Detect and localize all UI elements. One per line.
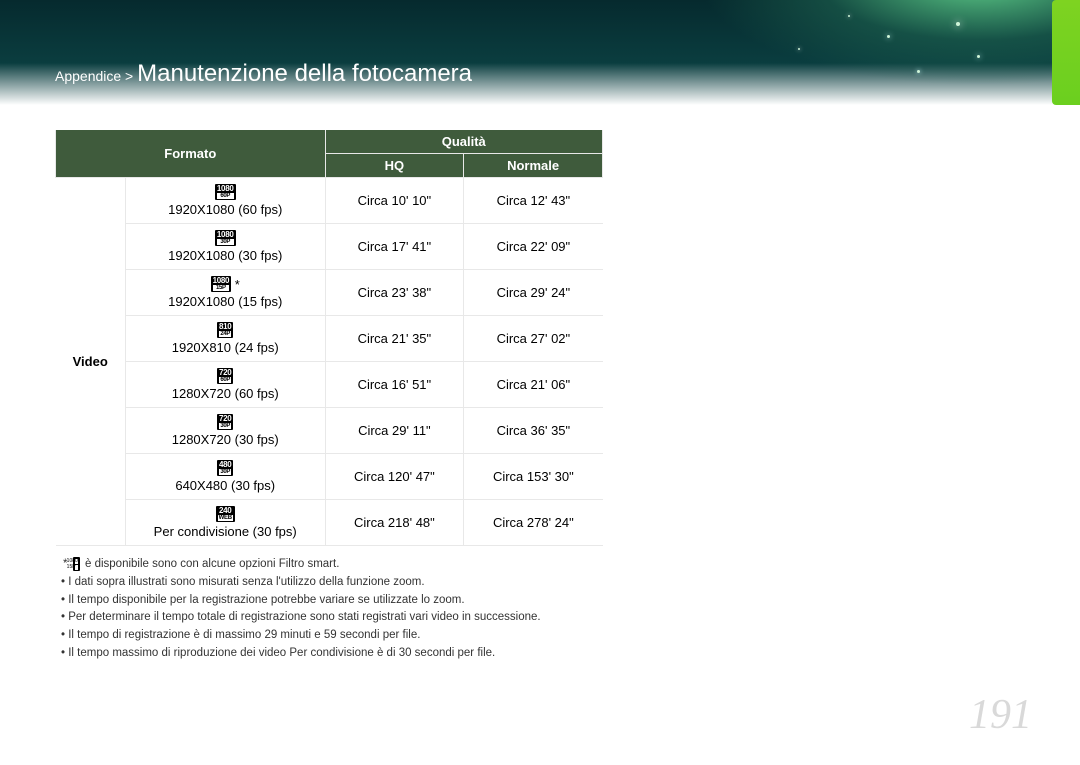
format-label: 640X480 (30 fps): [130, 478, 321, 493]
footnote-3: • Per determinare il tempo totale di reg…: [55, 609, 615, 627]
footnote-2: • Il tempo disponibile per la registrazi…: [55, 592, 615, 610]
hq-cell: Circa 10' 10": [325, 178, 464, 224]
col-hq: HQ: [325, 154, 464, 178]
normale-cell: Circa 29' 24": [464, 270, 603, 316]
col-formato: Formato: [56, 130, 326, 178]
hq-cell: Circa 29' 11": [325, 408, 464, 454]
page-number: 191: [969, 691, 1032, 739]
res-icon: 108030P: [215, 230, 236, 246]
normale-cell: Circa 22' 09": [464, 224, 603, 270]
format-cell: 81024P 1920X810 (24 fps): [125, 316, 325, 362]
format-cell: 108060P 1920X1080 (60 fps): [125, 178, 325, 224]
breadcrumb: Appendice > Manutenzione della fotocamer…: [55, 60, 472, 88]
res-icon: 108015P: [211, 276, 232, 292]
footnote-0: * 108015P è disponibile sono con alcune …: [55, 558, 339, 570]
format-label: 1920X1080 (30 fps): [130, 248, 321, 263]
header-banner: Appendice > Manutenzione della fotocamer…: [0, 0, 1080, 105]
format-label: Per condivisione (30 fps): [130, 524, 321, 539]
hq-cell: Circa 23' 38": [325, 270, 464, 316]
res-icon: 108015P: [73, 557, 80, 571]
category-cell: Video: [56, 178, 126, 546]
format-label: 1920X1080 (60 fps): [130, 202, 321, 217]
col-qualita: Qualità: [325, 130, 602, 154]
hq-cell: Circa 17' 41": [325, 224, 464, 270]
format-cell: 72030P 1280X720 (30 fps): [125, 408, 325, 454]
normale-cell: Circa 153' 30": [464, 454, 603, 500]
res-icon: 108060P: [215, 184, 236, 200]
normale-cell: Circa 27' 02": [464, 316, 603, 362]
footnote-0-post: è disponibile sono con alcune opzioni Fi…: [82, 558, 340, 570]
res-icon: 48030P: [217, 460, 233, 476]
spec-table: Formato Qualità HQ Normale Video108060P …: [55, 130, 603, 546]
format-cell: 108015P *1920X1080 (15 fps): [125, 270, 325, 316]
format-cell: 48030P 640X480 (30 fps): [125, 454, 325, 500]
hq-cell: Circa 218' 48": [325, 500, 464, 546]
res-icon: 72030P: [217, 414, 233, 430]
normale-cell: Circa 36' 35": [464, 408, 603, 454]
format-label: 1280X720 (60 fps): [130, 386, 321, 401]
normale-cell: Circa 278' 24": [464, 500, 603, 546]
col-normale: Normale: [464, 154, 603, 178]
hq-cell: Circa 120' 47": [325, 454, 464, 500]
footnotes: * 108015P è disponibile sono con alcune …: [55, 556, 615, 663]
res-icon: 72060P: [217, 368, 233, 384]
normale-cell: Circa 12' 43": [464, 178, 603, 224]
decorative-sparkles: [750, 0, 1050, 105]
format-cell: 72060P 1280X720 (60 fps): [125, 362, 325, 408]
format-label: 1920X810 (24 fps): [130, 340, 321, 355]
footnote-5: • Il tempo massimo di riproduzione dei v…: [55, 645, 615, 663]
res-icon: 81024P: [217, 322, 233, 338]
side-tab: [1052, 0, 1080, 105]
hq-cell: Circa 21' 35": [325, 316, 464, 362]
res-icon: 240WEB: [216, 506, 235, 522]
format-label: 1920X1080 (15 fps): [130, 294, 321, 309]
content-area: Formato Qualità HQ Normale Video108060P …: [55, 130, 615, 663]
format-label: 1280X720 (30 fps): [130, 432, 321, 447]
hq-cell: Circa 16' 51": [325, 362, 464, 408]
footnote-4: • Il tempo di registrazione è di massimo…: [55, 627, 615, 645]
breadcrumb-prefix: Appendice >: [55, 68, 137, 84]
format-cell: 108030P 1920X1080 (30 fps): [125, 224, 325, 270]
footnote-1: • I dati sopra illustrati sono misurati …: [55, 574, 615, 592]
page-title: Manutenzione della fotocamera: [137, 60, 472, 87]
format-cell: 240WEB Per condivisione (30 fps): [125, 500, 325, 546]
normale-cell: Circa 21' 06": [464, 362, 603, 408]
